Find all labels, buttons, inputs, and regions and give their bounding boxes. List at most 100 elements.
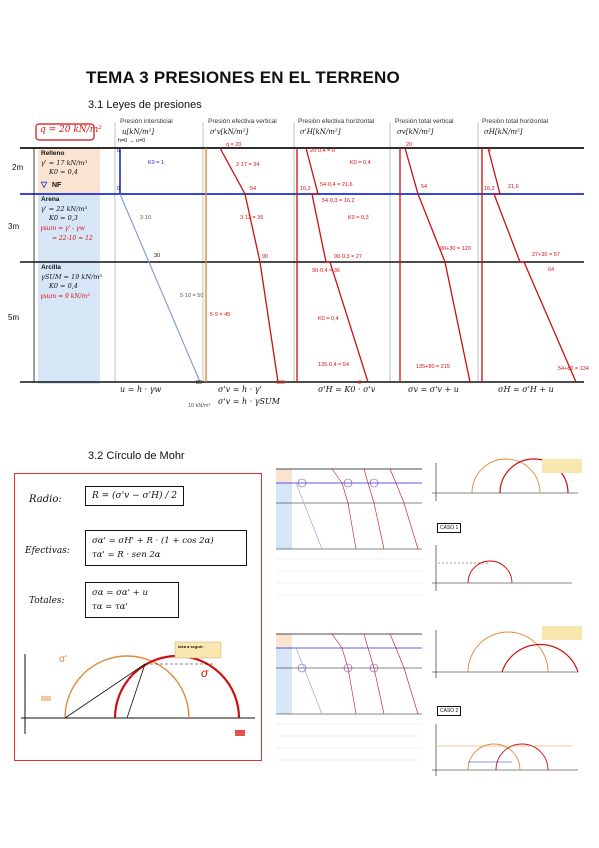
water-fill: [38, 194, 100, 384]
formula-tv: σv = σ'v + u: [408, 385, 459, 394]
relleno-fill: [38, 148, 100, 196]
radio-label: Radio:: [29, 494, 62, 505]
case1-notes-thumbnail: CASO 1: [272, 455, 588, 611]
layer-arena-p2: K0 = 0,3: [49, 214, 78, 222]
sh-val: 90·0,4 = 36: [312, 268, 340, 274]
formula-u: u = h · γw: [120, 385, 162, 394]
layer-arcilla-note: γsum = 9 kN/m³: [40, 293, 90, 300]
mohr-circles-diagram: [21, 641, 255, 736]
formula-sv2: σ'v = h · γSUM: [218, 397, 280, 406]
mohr-summary-box: Radio: R = (σ'v − σ'H) / 2 Efectivas: σα…: [14, 473, 262, 761]
th-val: 21,6: [508, 184, 519, 190]
nf-marker-icon: ▽: [41, 180, 48, 189]
sh-val: 16,2: [300, 186, 311, 192]
u-note2: 10 kN/m³: [188, 403, 211, 409]
sv-law-line: [219, 147, 279, 383]
efectivas-label: Efectivas:: [25, 546, 70, 556]
totales-f1: σα = σα' + u: [92, 588, 148, 598]
sv-val: 3·12 = 36: [240, 215, 264, 221]
th-val: 8: [488, 148, 492, 154]
col-sh-unit: σ'H[kN/m²]: [300, 128, 341, 136]
th-val: 64: [548, 267, 555, 273]
sh-val: K0 = 0,4: [318, 316, 339, 322]
load-box: [35, 123, 95, 141]
totales-f2: τα = τα': [92, 602, 128, 612]
layer-arena-p1: γ' = 22 kN/m³: [41, 205, 88, 213]
layer-arcilla-thickness: 5m: [8, 313, 20, 322]
sh-val: K0 = 0,3: [348, 215, 369, 221]
section-heading-1: 3.1 Leyes de presiones: [88, 99, 202, 111]
sh-val: 54·0,4 = 21,6: [320, 182, 353, 188]
th-val: 16,2: [484, 186, 495, 192]
layer-arena-note2: = 22-10 = 12: [52, 235, 93, 242]
col-th-unit: σH[kN/m²]: [484, 128, 523, 136]
totales-label: Totales:: [29, 596, 65, 606]
tv-val: 90+30 = 120: [440, 246, 471, 252]
layer-arcilla-p2: K0 = 0,4: [49, 282, 78, 290]
layer-relleno-thickness: 2m: [12, 163, 24, 172]
sh-val: 8: [358, 380, 362, 386]
sh-val: K0 = 0,4: [350, 160, 371, 166]
u-law-line: [119, 193, 201, 383]
col-sh-title: Presión efectiva horizontal: [298, 118, 375, 125]
sv-val: 5·9 = 45: [210, 312, 231, 318]
sigma-label: σ: [201, 666, 209, 680]
u-note: h=0 → u=0: [118, 138, 146, 144]
formula-sh: σ'H = K0 · σ'v: [318, 385, 376, 394]
nf-label: NF: [52, 182, 62, 189]
col-th-title: Presión total horizontal: [482, 118, 549, 125]
u-val: 0: [117, 148, 121, 154]
layer-arena-note: γsum = γ' - γw: [40, 225, 85, 232]
sv-val: 135: [276, 380, 286, 386]
col-tv-title: Presión total vertical: [395, 118, 454, 125]
layer-arena-name: Arena: [41, 196, 60, 203]
col-u-unit: u[kN/m²]: [122, 128, 155, 136]
caso1-label: CASO 1: [437, 523, 462, 533]
note-title: Idea a seguir:: [178, 644, 204, 649]
sv-val: 2·17 = 34: [236, 162, 260, 168]
u-val: 30: [154, 253, 161, 259]
formula-sv: σ'v = h · γ': [218, 385, 262, 394]
tv-val: 135+80 = 215: [416, 364, 450, 370]
page-title: TEMA 3 PRESIONES EN EL TERRENO: [86, 68, 400, 87]
layer-relleno-p1: γ' = 17 kN/m³: [41, 159, 88, 167]
sigma-prime-label: σ': [59, 654, 68, 665]
efectivas-f1: σα' = σH' + R · (1 + cos 2α): [92, 536, 214, 546]
th-val: 27+30 = 57: [532, 252, 560, 258]
totales-box: σα = σα' + u τα = τα': [85, 582, 179, 618]
col-sv-title: Presión efectiva vertical: [208, 118, 277, 125]
efectivas-box: σα' = σH' + R · (1 + cos 2α) τα' = R · s…: [85, 530, 247, 566]
radio-formula: R = (σ'v − σ'H) / 2: [85, 486, 184, 506]
u-mid1: 3·10: [140, 215, 152, 221]
layer-arcilla-p1: γSUM = 19 kN/m³: [41, 273, 102, 281]
efectivas-f2: τα' = R · sen 2α: [92, 550, 161, 560]
col-u-title: Presión intersticial: [120, 118, 173, 125]
sh-val: 90·0,3 = 27: [334, 254, 362, 260]
tv-law-line: [404, 147, 471, 383]
section-heading-2: 3.2 Círculo de Mohr: [88, 450, 185, 462]
th-law-line: [487, 147, 577, 383]
layer-relleno-p2: K0 = 0,4: [49, 168, 78, 176]
formula-th: σH = σ'H + u: [498, 385, 554, 394]
tv-val: 54: [421, 184, 428, 190]
th-val: 54+80 = 134: [558, 366, 589, 372]
total-circle: [113, 654, 241, 719]
tv-val: 20: [406, 142, 413, 148]
effective-circle: [64, 655, 190, 719]
sv-val: 90: [262, 254, 269, 260]
u-val: 0: [117, 186, 121, 192]
sh-val: 135·0,4 = 54: [318, 362, 350, 368]
layer-arcilla-name: Arcilla: [41, 264, 61, 271]
col-sv-unit: σ'v[kN/m²]: [210, 128, 249, 136]
case2-notes-thumbnail: CASO 2: [272, 620, 588, 780]
sh-val: 54·0,3 = 16,2: [322, 198, 355, 204]
sh-val: 20·0,4 = 8: [310, 148, 335, 154]
layer-arena-thickness: 3m: [8, 222, 20, 231]
u-mid2: 5·10 = 50: [180, 293, 204, 299]
sv-val: q = 20: [226, 142, 242, 148]
u-val: 80: [196, 380, 203, 386]
col-tv-unit: σv[kN/m²]: [397, 128, 434, 136]
sh-law-line: [305, 147, 369, 383]
sv-val: 54: [250, 186, 257, 192]
k0-label: K0 = 1: [148, 160, 165, 166]
